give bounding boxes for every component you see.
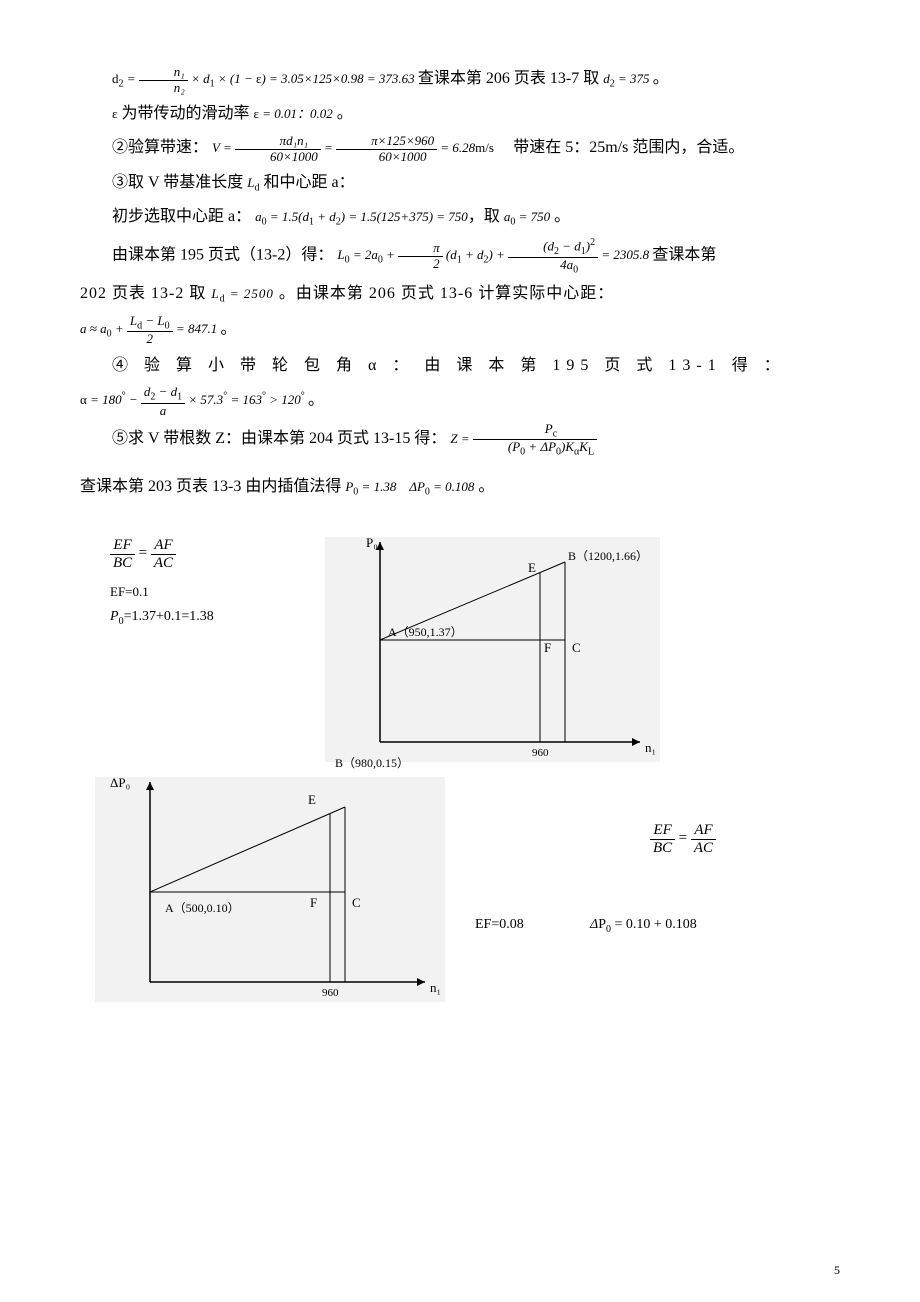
para-L0: 由课本第 195 页式（13-2）得： L0 = 2a0 + π2 (d1 + … bbox=[80, 237, 840, 276]
text-from-195: 由课本第 195 页式（13-2）得： bbox=[112, 246, 333, 263]
formula-alpha: α = 180° − d2 − d1a × 57.3° = 163° > 120… bbox=[80, 392, 308, 407]
formula-a0: a0 = 1.5(d1 + d2) = 1.5(125+375) = 750 bbox=[255, 209, 468, 224]
pt-B: B（1200,1.66） bbox=[568, 549, 648, 563]
text-step5: ⑤求 V 带根数 Z：由课本第 204 页式 13-15 得： bbox=[112, 430, 446, 447]
page-number: 5 bbox=[834, 1259, 840, 1282]
frac-num: π×125×960 bbox=[336, 134, 437, 149]
text-ef-008: EF=0.08 bbox=[475, 912, 524, 939]
top-interpolation-chart: P₀ n₁ A（950,1.37） B（1200,1.66） E F C 960 bbox=[310, 522, 670, 772]
frac-den: n₂ bbox=[139, 81, 188, 95]
tick-960: 960 bbox=[532, 747, 549, 759]
d2-value: d2 = 375 bbox=[603, 71, 653, 86]
pt-F: F bbox=[544, 640, 551, 655]
bottom-interpolation-chart: ΔP₀ n₁ A（500,0.10） E F C 960 bbox=[80, 762, 460, 1012]
chart-bg bbox=[95, 777, 445, 1002]
pt-A: A（500,0.10） bbox=[165, 901, 240, 915]
para-a-actual: a ≈ a0 + Ld − L02 = 847.1 。 bbox=[80, 314, 840, 347]
para-step4: ④ 验 算 小 带 轮 包 角 α ： 由 课 本 第 195 页 式 13-1… bbox=[80, 351, 840, 381]
para-step3: ③取 V 带基准长度 Ld 和中心距 a： bbox=[80, 168, 840, 198]
label-n1: n₁ bbox=[645, 740, 656, 755]
tick-960: 960 bbox=[322, 987, 339, 999]
formula-d2: d2 = n₁n₂ × d1 × (1 − ε) = 3.05×125×0.98… bbox=[112, 71, 418, 86]
formula-L0: L0 = 2a0 + π2 (d1 + d2) + (d2 − d1)24a0 … bbox=[337, 247, 652, 262]
frac-den: 60×1000 bbox=[235, 150, 321, 164]
pt-C: C bbox=[572, 640, 581, 655]
frac-num: π bbox=[398, 241, 443, 256]
frac-den: 60×1000 bbox=[336, 150, 437, 164]
para-interp: 查课本第 203 页表 13-3 由内插值法得 P0 = 1.38 ΔP0 = … bbox=[80, 472, 840, 502]
para-d2: d2 = n₁n₂ × d1 × (1 − ε) = 3.05×125×0.98… bbox=[80, 64, 840, 95]
pt-A: A（950,1.37） bbox=[388, 625, 463, 639]
period: 。 bbox=[653, 70, 669, 87]
formula-a-actual: a ≈ a0 + Ld − L02 = 847.1 bbox=[80, 321, 220, 336]
para-epsilon: ε 为带传动的滑动率 ε = 0.01：0.02 。 bbox=[80, 99, 840, 129]
pt-E: E bbox=[308, 792, 316, 807]
label-check-speed: ②验算带速： bbox=[112, 139, 208, 156]
text-step4: ④ 验 算 小 带 轮 包 角 α ： 由 课 本 第 195 页 式 13-1… bbox=[112, 357, 786, 374]
formula-epsilon: ε bbox=[112, 106, 117, 121]
pt-B-bottom: B（980,0.15） bbox=[335, 752, 409, 775]
text-lookup-206: 查课本第 206 页表 13-7 取 bbox=[418, 70, 599, 87]
para-belt-speed: ②验算带速： V = πd₁n₁60×1000 = π×125×96060×10… bbox=[80, 133, 840, 164]
para-Ld: 202 页表 13-2 取 Ld = 2500 。由课本第 206 页式 13-… bbox=[80, 279, 840, 309]
pt-F: F bbox=[310, 895, 317, 910]
eq-similar-triangles-2: EFBC = AFAC bbox=[650, 822, 716, 856]
diagrams-container: EFBC = AFAC EF=0.1 P0=1.37+0.1=1.38 P₀ n… bbox=[80, 532, 840, 1012]
text-initial-a: 初步选取中心距 a： bbox=[112, 208, 251, 225]
pt-E: E bbox=[528, 560, 536, 575]
text-ef-01: EF=0.1 bbox=[110, 580, 149, 605]
formula-Z: Z = Pc(P0 + ΔP0)KαKL bbox=[450, 431, 597, 446]
text-dp0-sum: ΔP0 = 0.10 + 0.108 bbox=[590, 912, 697, 939]
para-step5: ⑤求 V 带根数 Z：由课本第 204 页式 13-15 得： Z = Pc(P… bbox=[80, 422, 840, 458]
pt-C: C bbox=[352, 895, 361, 910]
label-dP0: ΔP₀ bbox=[110, 775, 130, 790]
frac-num: n₁ bbox=[139, 65, 188, 80]
para-alpha: α = 180° − d2 − d1a × 57.3° = 163° > 120… bbox=[80, 385, 840, 418]
label-n1: n₁ bbox=[430, 980, 441, 995]
frac-num: πd₁n₁ bbox=[235, 134, 321, 149]
chart-bg bbox=[325, 537, 660, 762]
eq-similar-triangles-1: EFBC = AFAC bbox=[110, 537, 176, 571]
text-p0-138: P0=1.37+0.1=1.38 bbox=[110, 604, 214, 631]
text-lookup: 查课本第 bbox=[652, 246, 716, 263]
formula-V: V = πd₁n₁60×1000 = π×125×96060×1000 = 6.… bbox=[212, 140, 497, 155]
label-P0: P₀ bbox=[366, 535, 378, 550]
text-speed-range: 带速在 5：25m/s 范围内，合适。 bbox=[497, 139, 744, 156]
para-a0: 初步选取中心距 a： a0 = 1.5(d1 + d2) = 1.5(125+3… bbox=[80, 202, 840, 232]
frac-den: 2 bbox=[398, 257, 443, 271]
